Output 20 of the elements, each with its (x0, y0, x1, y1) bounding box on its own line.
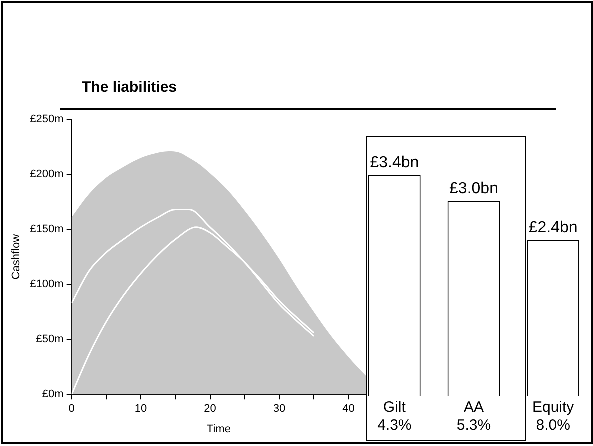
x-tick-label: Equity 8.0% (532, 399, 575, 434)
x-tick-label: 30 (273, 403, 286, 416)
chart-title: The liabilities (82, 79, 178, 96)
x-tick-label: 20 (204, 403, 216, 416)
y-axis-title: Cashflow (10, 234, 23, 280)
y-tick-label: £150m (30, 224, 64, 236)
x-tick-label: 40 (342, 403, 355, 416)
y-tick-label: £50m (36, 334, 64, 346)
y-tick-label: £100m (30, 278, 64, 291)
x-tick-label: 10 (134, 403, 148, 416)
y-tick-label: £200m (30, 168, 64, 181)
x-tick-label: Gilt 4.3% (378, 399, 412, 434)
data-label: £3.4bn (370, 154, 420, 172)
x-axis-title: Time (206, 423, 231, 436)
y-tick-label: £0m (42, 388, 64, 401)
x-tick-label: 0 (68, 403, 75, 416)
data-label: £3.0bn (450, 180, 498, 198)
x-tick-label: AA 5.3% (456, 399, 492, 434)
data-label: £2.4bn (528, 220, 578, 237)
y-tick-label: £250m (30, 114, 64, 126)
